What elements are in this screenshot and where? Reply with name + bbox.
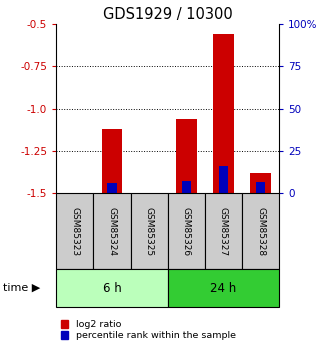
- Text: GSM85324: GSM85324: [108, 207, 117, 256]
- Bar: [168, 269, 279, 307]
- Text: GSM85327: GSM85327: [219, 207, 228, 256]
- Bar: [56, 269, 168, 307]
- Bar: [219, 166, 228, 193]
- Bar: [205, 193, 242, 269]
- Text: GSM85323: GSM85323: [70, 207, 79, 256]
- Bar: [213, 34, 234, 193]
- Bar: [256, 182, 265, 193]
- Bar: [131, 193, 168, 269]
- Text: 24 h: 24 h: [210, 282, 237, 295]
- Bar: [168, 193, 205, 269]
- Bar: [250, 173, 271, 193]
- Text: 6 h: 6 h: [103, 282, 121, 295]
- Text: time ▶: time ▶: [3, 283, 40, 293]
- Legend: log2 ratio, percentile rank within the sample: log2 ratio, percentile rank within the s…: [61, 321, 236, 340]
- Bar: [107, 183, 117, 193]
- Bar: [242, 193, 279, 269]
- Text: GSM85328: GSM85328: [256, 207, 265, 256]
- Bar: [182, 181, 191, 193]
- Bar: [93, 193, 131, 269]
- Bar: [56, 193, 93, 269]
- Bar: [102, 129, 122, 193]
- Bar: [176, 119, 196, 193]
- Title: GDS1929 / 10300: GDS1929 / 10300: [103, 7, 233, 22]
- Text: GSM85326: GSM85326: [182, 207, 191, 256]
- Text: GSM85325: GSM85325: [145, 207, 154, 256]
